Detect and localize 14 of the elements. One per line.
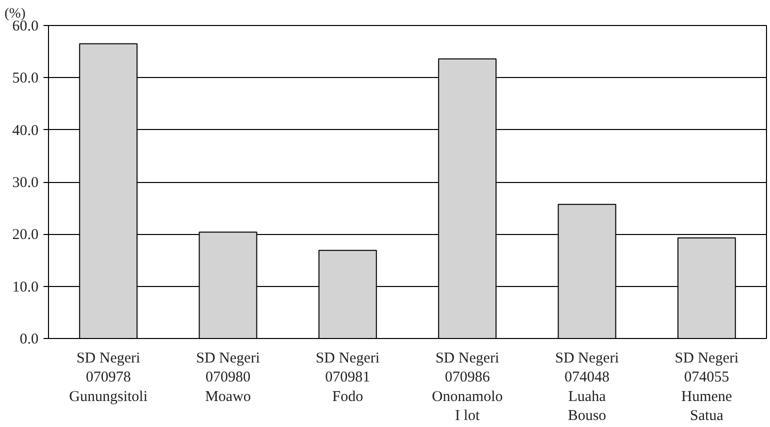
y-tick-label: 20.0 <box>12 227 38 244</box>
y-axis-title: (%) <box>4 6 26 22</box>
y-tick-label: 0.0 <box>20 332 38 348</box>
x-tick-label: SD Negeri 070981 Fodo <box>316 350 380 405</box>
x-tick-label: SD Negeri 070980 Moawo <box>196 350 260 405</box>
x-tick-label: SD Negeri 074048 Luaha Bouso <box>555 350 619 424</box>
y-tick-label: 30.0 <box>12 175 38 191</box>
y-tick-label: 10.0 <box>12 279 38 296</box>
y-tick-label: 40.0 <box>12 122 38 139</box>
x-tick-label: SD Negeri 070978 Gunungsitoli <box>69 350 148 405</box>
y-tick-label: 60.0 <box>12 18 38 34</box>
y-tick-label: 50.0 <box>12 70 38 87</box>
x-tick-label: SD Negeri 074055 Humene Satua <box>674 350 739 424</box>
x-tick-label: SD Negeri 070986 Ononamolo I lot <box>432 350 503 424</box>
